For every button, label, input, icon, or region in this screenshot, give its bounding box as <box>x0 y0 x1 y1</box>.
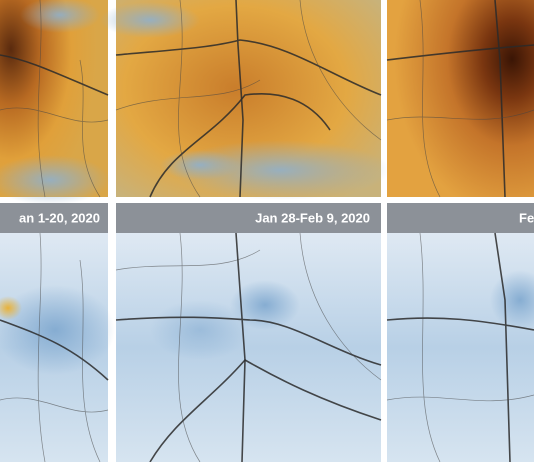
period-label: Jan 28-Feb 9, 2020 <box>255 210 370 225</box>
map-before-3 <box>386 0 534 198</box>
period-label: Fe <box>519 210 534 225</box>
map-after-1 <box>0 232 115 462</box>
period-label: an 1-20, 2020 <box>19 210 100 225</box>
label-bar: an 1-20, 2020 Jan 28-Feb 9, 2020 Fe <box>0 203 534 233</box>
map-before-2 <box>100 0 390 200</box>
map-after-3 <box>386 232 534 462</box>
map-after-2 <box>115 232 382 462</box>
map-before-1 <box>0 0 110 205</box>
